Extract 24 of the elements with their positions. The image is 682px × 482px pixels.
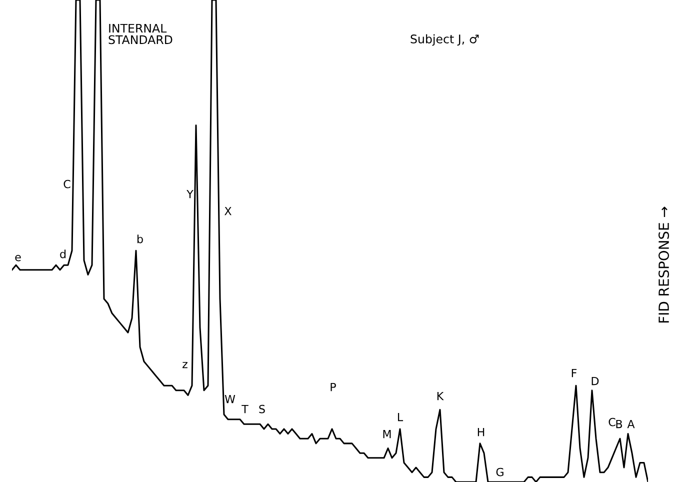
- annotation: L: [398, 412, 404, 422]
- annotation: B: [616, 420, 622, 428]
- annotation: Subject J, ♂: [410, 34, 479, 46]
- annotation: Y: [186, 190, 194, 198]
- annotation: T: [242, 404, 248, 414]
- annotation: D: [592, 376, 599, 386]
- annotation: F: [572, 368, 577, 378]
- annotation: INTERNAL STANDARD: [108, 24, 172, 44]
- annotation: P: [330, 382, 336, 392]
- annotation: G: [496, 468, 504, 476]
- annotation: M: [383, 430, 391, 438]
- annotation: K: [437, 392, 444, 400]
- annotation: A: [627, 420, 635, 428]
- annotation: C: [64, 180, 70, 188]
- annotation: H: [478, 428, 484, 436]
- annotation: X: [224, 206, 232, 216]
- annotation: b: [137, 234, 143, 244]
- annotation: d: [60, 250, 66, 258]
- annotation: e: [15, 254, 21, 262]
- annotation: z: [182, 362, 188, 368]
- annotation: C: [608, 418, 616, 426]
- y-axis-title: FID RESPONSE →: [658, 206, 670, 323]
- annotation: S: [259, 404, 265, 414]
- annotation: W: [224, 394, 236, 404]
